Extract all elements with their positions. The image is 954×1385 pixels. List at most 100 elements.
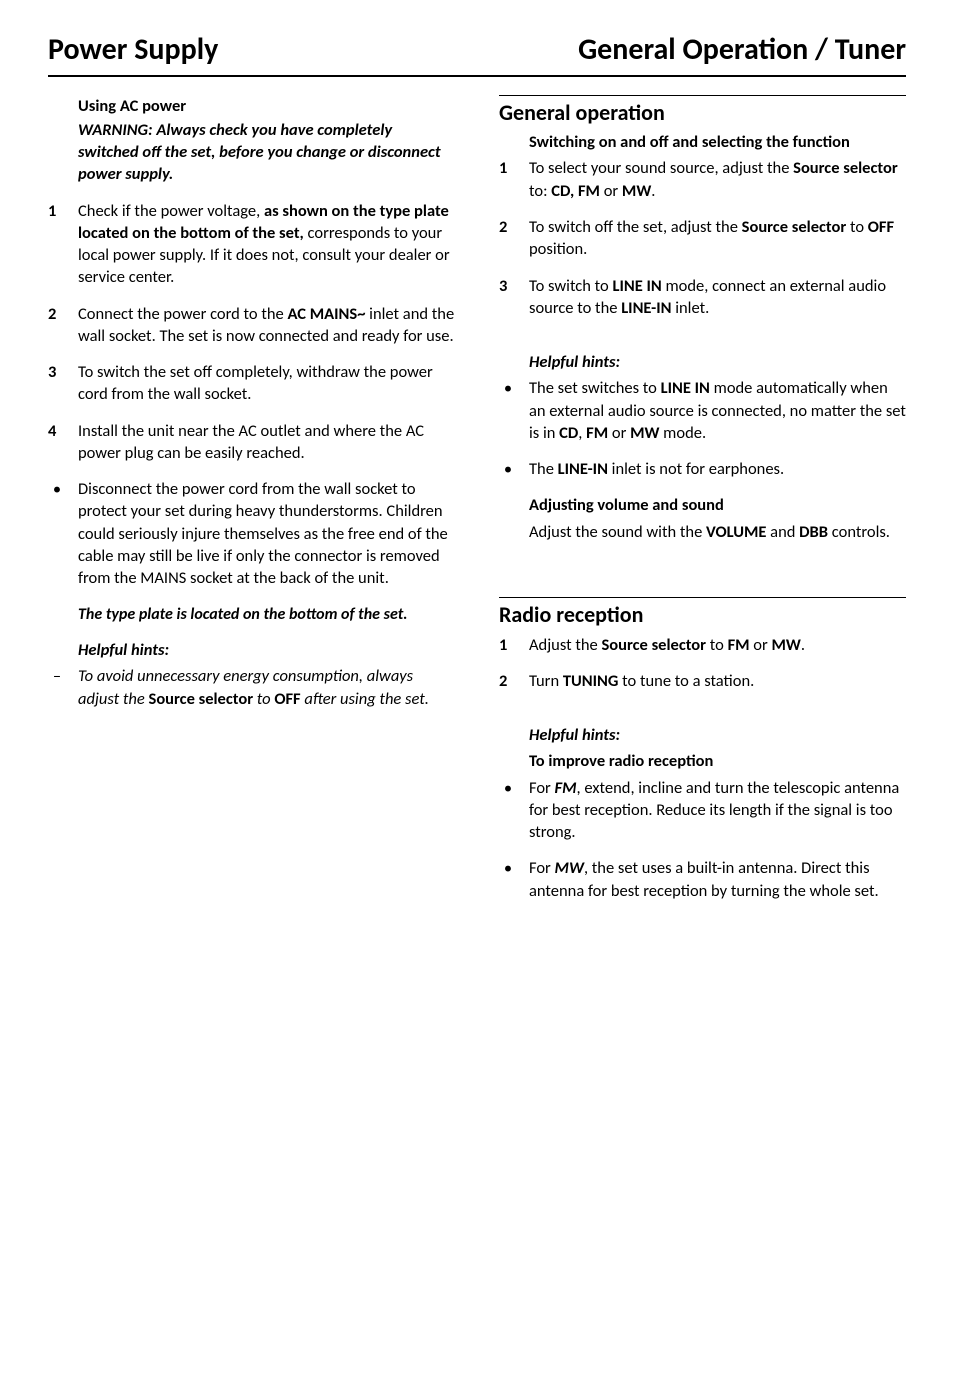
text-run: VOLUME <box>706 522 766 542</box>
page-header: Power Supply General Operation / Tuner <box>48 30 906 77</box>
list-item: 2 To switch off the set, adjust the Sourc… <box>499 216 906 261</box>
list-marker: 2 <box>499 216 517 261</box>
text-run: LINE IN <box>661 378 710 398</box>
list-marker: 1 <box>48 200 66 289</box>
list-item: 2Connect the power cord to the AC MAINS~… <box>48 303 455 348</box>
bullet-icon: • <box>499 458 517 480</box>
text-run: OFF <box>868 217 894 237</box>
text-run: FM <box>555 778 577 798</box>
text-run: Install the unit near the AC outlet and … <box>78 421 424 463</box>
list-marker: 2 <box>48 303 66 348</box>
ac-steps: 1Check if the power voltage, as shown on… <box>48 200 455 465</box>
text-run: To switch the set off completely, withdr… <box>78 362 433 404</box>
text-run: MW <box>555 858 584 878</box>
text-run: The set switches to <box>529 378 661 398</box>
left-column: Using AC power WARNING: Always check you… <box>48 95 455 916</box>
text-run: , <box>578 423 586 443</box>
list-marker: 3 <box>499 275 517 320</box>
text-run: CD, FM <box>551 181 600 201</box>
text-run: MW <box>630 423 659 443</box>
type-plate-note: The type plate is located on the bottom … <box>78 604 455 626</box>
list-item: 1 To select your sound source, adjust the… <box>499 157 906 202</box>
general-steps: 1 To select your sound source, adjust the… <box>499 157 906 319</box>
list-marker: 2 <box>499 670 517 692</box>
text-run: inlet is not for earphones. <box>608 459 784 479</box>
text-run: TUNING <box>563 671 619 691</box>
list-marker: 4 <box>48 420 66 465</box>
text-run: Check if the power voltage, <box>78 201 264 221</box>
list-body: Check if the power voltage, as shown on … <box>78 200 455 289</box>
ac-bullets: •Disconnect the power cord from the wall… <box>48 478 455 589</box>
section-rule-radio <box>499 597 906 598</box>
text-run: selector <box>792 217 846 237</box>
helpful-hints-title-general: Helpful hints: <box>529 351 906 373</box>
text-run: LINE-IN <box>621 298 671 318</box>
radio-title: Radio reception <box>499 600 906 630</box>
improve-title: To improve radio reception <box>529 750 906 772</box>
text-run: For <box>529 858 555 878</box>
text-run: Connect the power cord to the <box>78 304 287 324</box>
list-item: 1Adjust the Source selector to FM or MW. <box>499 634 906 656</box>
text-run: to <box>706 635 728 655</box>
bullet-icon: • <box>499 857 517 902</box>
radio-steps: 1Adjust the Source selector to FM or MW.… <box>499 634 906 693</box>
list-body: To switch off the set, adjust the Source… <box>529 216 906 261</box>
text-run: Adjust the sound with the <box>529 522 706 542</box>
switching-title: Switching on and off and selecting the f… <box>529 131 906 153</box>
warning-text: WARNING: Always check you have completel… <box>78 119 455 186</box>
text-run: controls. <box>828 522 890 542</box>
text-run: LINE-IN <box>558 459 608 479</box>
text-run: to <box>846 217 868 237</box>
list-item: •Disconnect the power cord from the wall… <box>48 478 455 589</box>
list-item: •The LINE-IN inlet is not for earphones. <box>499 458 906 480</box>
text-run: position. <box>529 239 587 259</box>
list-item: 1Check if the power voltage, as shown on… <box>48 200 455 289</box>
text-run: inlet. <box>671 298 709 318</box>
text-run: , extend, incline and turn the telescopi… <box>529 778 899 843</box>
list-body: To select your sound source, adjust the … <box>529 157 906 202</box>
list-item: •For FM, extend, incline and turn the te… <box>499 777 906 844</box>
list-body: To switch to LINE IN mode, connect an ex… <box>529 275 906 320</box>
general-op-title: General operation <box>499 98 906 128</box>
text-run: For <box>529 778 555 798</box>
header-left: Power Supply <box>48 30 218 71</box>
helpful-dashed: –To avoid unnecessary energy consumption… <box>48 665 455 710</box>
text-run: DBB <box>799 522 828 542</box>
text-run: MW <box>772 635 801 655</box>
text-run: CD <box>559 423 578 443</box>
header-right: General Operation / Tuner <box>578 30 906 71</box>
bullet-icon: • <box>48 478 66 589</box>
list-body: Install the unit near the AC outlet and … <box>78 420 455 465</box>
text-run: after using the set. <box>301 689 429 709</box>
helpful-hints-title-radio: Helpful hints: <box>529 724 906 746</box>
text-run: Source selector <box>793 158 898 178</box>
text-run: or <box>608 423 630 443</box>
dash-icon: – <box>48 665 66 710</box>
right-column: General operation Switching on and off a… <box>499 95 906 916</box>
adjusting-title: Adjusting volume and sound <box>529 494 906 516</box>
text-run: and <box>766 522 799 542</box>
general-helpful-bullets: •The set switches to LINE IN mode automa… <box>499 377 906 480</box>
text-run: Source selector <box>602 635 707 655</box>
list-body: Turn TUNING to tune to a station. <box>529 670 906 692</box>
content-columns: Using AC power WARNING: Always check you… <box>48 95 906 916</box>
improve-bullets: • For FM, extend, incline and turn the te… <box>499 777 906 902</box>
list-item: 3 To switch to LINE IN mode, connect an e… <box>499 275 906 320</box>
adjusting-text: Adjust the sound with the VOLUME and DBB… <box>529 521 906 543</box>
list-body: To switch the set off completely, withdr… <box>78 361 455 406</box>
text-run: Adjust the <box>529 635 602 655</box>
list-body: For FM, extend, incline and turn the tel… <box>529 777 906 844</box>
list-item: 3 To switch the set off completely, withd… <box>48 361 455 406</box>
text-run: FM <box>728 635 750 655</box>
list-body: For MW, the set uses a built-in antenna.… <box>529 857 906 902</box>
text-run: to: <box>529 181 551 201</box>
list-marker: 1 <box>499 634 517 656</box>
text-run: LINE IN <box>612 276 661 296</box>
helpful-hints-title-left: Helpful hints: <box>78 639 455 661</box>
text-run: to tune to a station. <box>618 671 754 691</box>
list-marker: 3 <box>48 361 66 406</box>
text-run: To switch off the set, adjust the <box>529 217 742 237</box>
text-run: To select your sound source, adjust the <box>529 158 793 178</box>
text-run: MW <box>622 181 651 201</box>
list-marker: 1 <box>499 157 517 202</box>
